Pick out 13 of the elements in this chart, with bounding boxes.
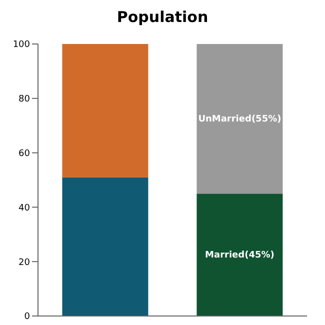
bar — [196, 194, 283, 316]
bar — [196, 44, 283, 194]
y-tick-label: 20 — [18, 258, 30, 268]
chart-title: Population — [116, 8, 210, 28]
bar — [62, 44, 148, 178]
y-tick-label: 0 — [24, 312, 30, 322]
y-tick-label: 60 — [18, 148, 30, 159]
y-tick-label: 100 — [12, 40, 30, 50]
bar — [62, 177, 148, 316]
data-label: UnMarried(55%) — [198, 114, 282, 124]
y-tick-label: 40 — [18, 203, 30, 214]
y-tick-label: 80 — [18, 94, 30, 105]
data-label: Married(45%) — [205, 250, 274, 260]
